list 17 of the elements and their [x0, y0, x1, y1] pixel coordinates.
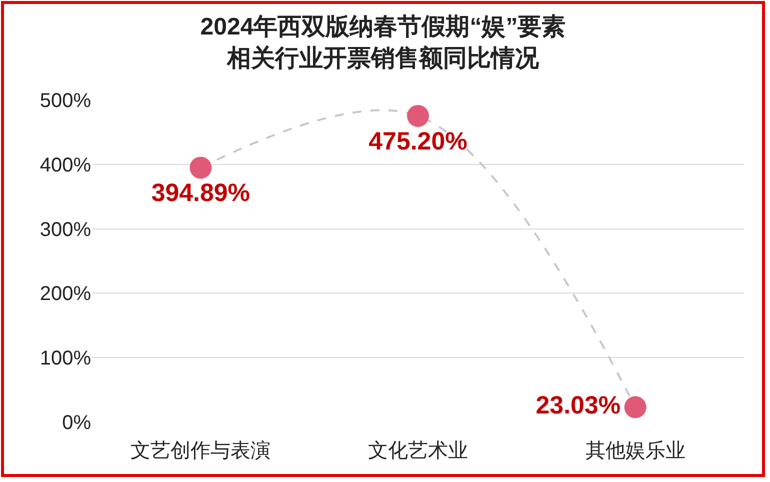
y-tick-label: 100%: [40, 348, 92, 370]
y-tick-label: 300%: [40, 218, 92, 241]
y-tick-label: 200%: [40, 283, 92, 306]
point: [624, 396, 646, 418]
point: [407, 104, 429, 127]
data-label: 475.20%: [368, 127, 468, 156]
point: [190, 156, 212, 179]
x-tick-label: 文艺创作与表演: [130, 440, 271, 462]
chart-subtitle: 相关行业开票销售额同比情况: [226, 44, 540, 72]
chart-title: 2024年西双版纳春节假期“娱”要素: [200, 14, 566, 41]
x-tick-label: 文化艺术业: [368, 440, 468, 462]
data-label: 394.89%: [151, 179, 250, 208]
x-tick-label: 其他娱乐业: [585, 440, 686, 462]
y-tick-label: 0%: [62, 412, 92, 434]
y-tick-label: 400%: [40, 154, 92, 176]
y-tick-label: 500%: [40, 90, 92, 112]
data-label: 23.03%: [536, 391, 621, 420]
